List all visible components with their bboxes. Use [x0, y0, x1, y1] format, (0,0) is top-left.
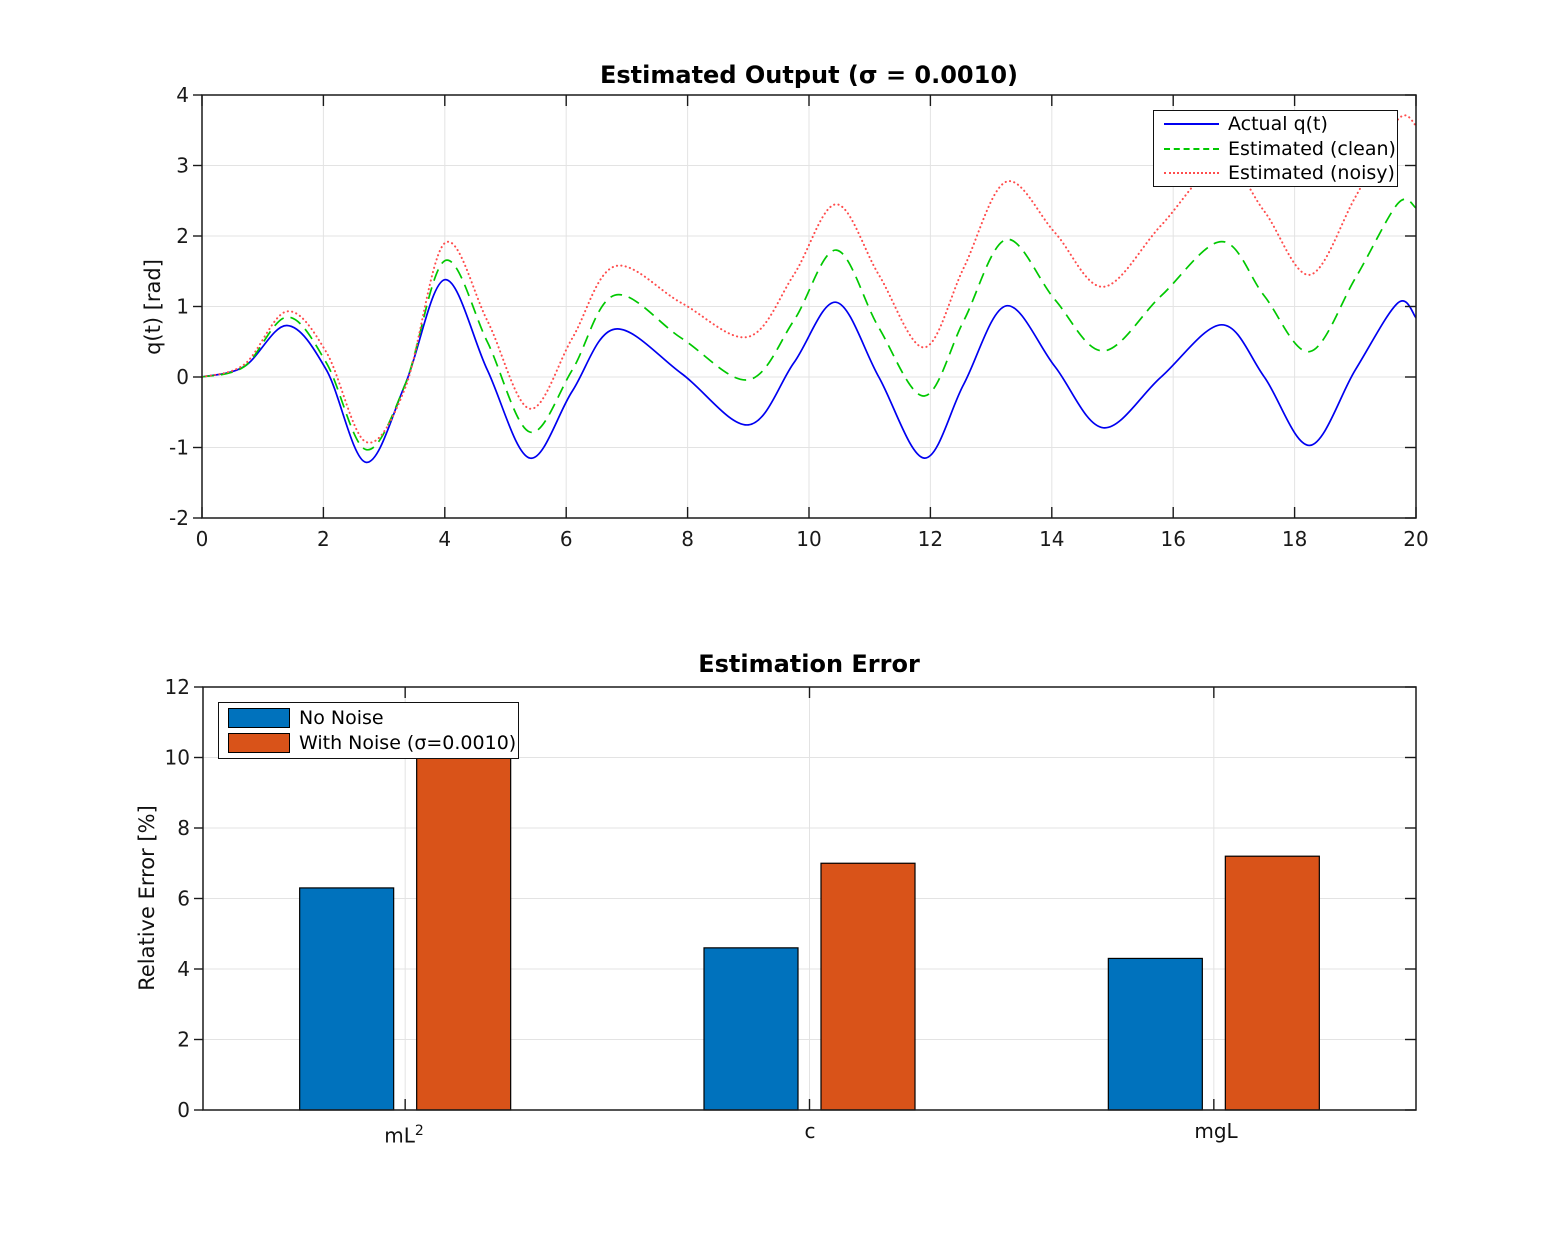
tick-label: 16	[1160, 527, 1185, 551]
legend-line-sample-solid	[1164, 123, 1219, 126]
bottom-chart-legend: No Noise With Noise (σ=0.0010)	[218, 702, 519, 759]
tick-label: 10	[165, 746, 190, 770]
bottom-chart-title: Estimation Error	[698, 650, 920, 678]
tick-label: 6	[177, 887, 190, 911]
bottom-chart-ylabel: Relative Error [%]	[135, 805, 159, 991]
legend-entry-no-noise: No Noise	[219, 707, 518, 729]
top-chart-title: Estimated Output (σ = 0.0010)	[600, 61, 1018, 89]
tick-label: 18	[1282, 527, 1307, 551]
category-label-mgL: mgL	[1194, 1119, 1237, 1143]
tick-label: 4	[176, 83, 189, 107]
category-base: c	[804, 1119, 816, 1143]
legend-entry-actual: Actual q(t)	[1154, 113, 1397, 135]
legend-swatch-blue	[228, 707, 290, 728]
tick-label: 2	[176, 224, 189, 248]
tick-label: 4	[438, 527, 451, 551]
legend-entry-estimated-noisy: Estimated (noisy)	[1154, 162, 1397, 184]
tick-label: 0	[196, 527, 209, 551]
tick-label: 8	[177, 816, 190, 840]
legend-label: Estimated (noisy)	[1228, 161, 1395, 184]
top-chart-legend: Actual q(t) Estimated (clean) Estimated …	[1153, 110, 1398, 187]
line-series-2	[201, 114, 1417, 444]
tick-label: 12	[165, 675, 190, 699]
bar-0-0	[299, 887, 395, 1111]
bar-0-2	[1107, 957, 1203, 1111]
legend-line-sample-dotted	[1164, 171, 1219, 174]
bar-1-1	[820, 862, 916, 1111]
tick-label: 12	[918, 527, 943, 551]
tick-label: 2	[177, 1028, 190, 1052]
legend-entry-with-noise: With Noise (σ=0.0010)	[219, 732, 518, 754]
tick-label: 1	[176, 295, 189, 319]
top-chart-ylabel: q(t) [rad]	[141, 259, 165, 355]
tick-label: 0	[176, 365, 189, 389]
category-superscript: 2	[414, 1123, 424, 1139]
tick-label: 2	[317, 527, 330, 551]
tick-label: 8	[681, 527, 694, 551]
category-label-mL2: mL2	[384, 1119, 424, 1148]
tick-label: 0	[177, 1098, 190, 1122]
bar-0-1	[703, 947, 799, 1111]
tick-label: 4	[177, 957, 190, 981]
tick-label: -1	[169, 436, 189, 460]
category-label-c: c	[805, 1119, 816, 1143]
bar-1-0	[416, 755, 512, 1111]
tick-label: -2	[169, 506, 189, 530]
legend-label: No Noise	[299, 706, 384, 729]
category-base: mgL	[1194, 1119, 1238, 1143]
tick-label: 3	[176, 154, 189, 178]
legend-line-sample-dashed	[1164, 147, 1219, 150]
tick-label: 14	[1039, 527, 1064, 551]
legend-entry-estimated-clean: Estimated (clean)	[1154, 138, 1397, 160]
category-base: mL	[384, 1123, 415, 1148]
legend-label: With Noise (σ=0.0010)	[299, 732, 517, 755]
line-series-0	[201, 278, 1417, 464]
bar-1-2	[1224, 855, 1320, 1111]
tick-label: 10	[796, 527, 821, 551]
tick-label: 6	[560, 527, 573, 551]
tick-label: 20	[1403, 527, 1428, 551]
legend-label: Estimated (clean)	[1228, 137, 1396, 160]
legend-label: Actual q(t)	[1228, 113, 1328, 136]
legend-swatch-orange	[228, 733, 290, 754]
line-series-1	[201, 198, 1417, 451]
